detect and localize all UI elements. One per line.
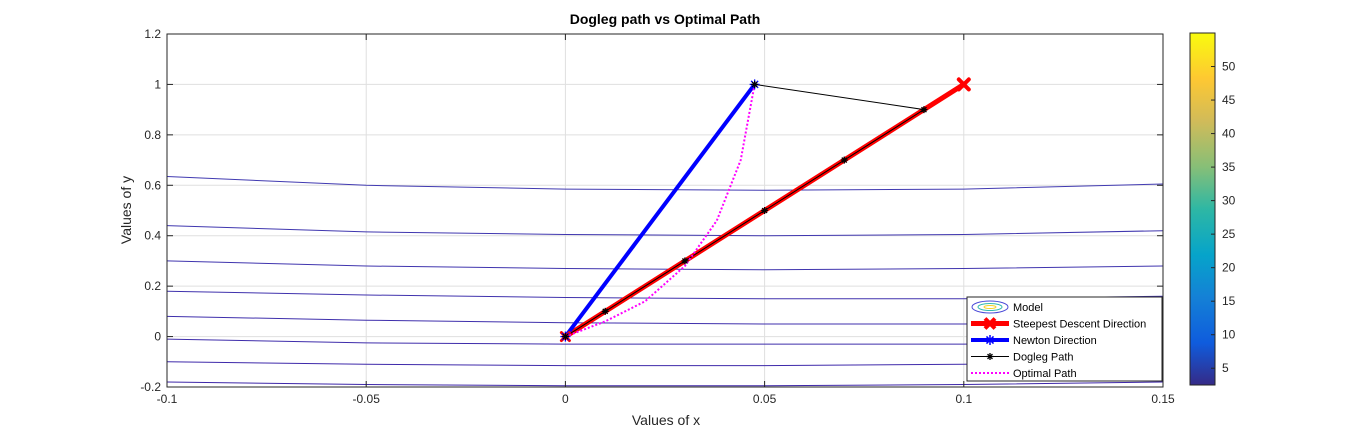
colorbar: 5 10 15 20 25 30 35 40 45 50: [1189, 32, 1236, 386]
legend-label: Dogleg Path: [1013, 352, 1074, 364]
dogleg-point-marker: [561, 333, 569, 341]
y-axis-label: Values of y: [118, 176, 134, 244]
legend-marker: [985, 335, 995, 345]
legend-marker: [987, 353, 993, 360]
dogleg-point-marker: [681, 257, 689, 265]
legend-label: Newton Direction: [1013, 335, 1097, 347]
star-stroke: [602, 308, 609, 315]
newton-direction-line: [563, 83, 757, 338]
y-tick-label: -0.2: [140, 380, 161, 394]
y-tick-label: 1: [154, 77, 161, 91]
legend-label: Optimal Path: [1013, 368, 1077, 380]
optimal-path-line: [565, 84, 756, 338]
chart-title: Dogleg path vs Optimal Path: [570, 11, 761, 27]
colorbar-tick-label: 45: [1222, 93, 1236, 107]
axes-box: [166, 33, 1164, 388]
star-stroke: [921, 106, 927, 113]
colorbar-tick-label: 15: [1222, 294, 1236, 308]
x-axis-label: Values of x: [632, 412, 700, 428]
legend-entry: Optimal Path: [971, 368, 1077, 380]
dogleg-point-marker: [840, 156, 848, 164]
y-tick-label: 0.6: [144, 178, 161, 192]
x-tick-label: -0.1: [157, 392, 178, 406]
y-tick-label: 1.2: [144, 27, 161, 41]
star-stroke: [751, 81, 758, 88]
colorbar-tick-label: 30: [1222, 194, 1236, 208]
contour-line: [166, 381, 1164, 387]
contour-line: [166, 260, 1164, 271]
dogleg-point-marker: [761, 207, 769, 214]
legend-entry: Model: [971, 300, 1043, 314]
colorbar-tick-label: 10: [1222, 328, 1236, 342]
x-stroke: [956, 77, 971, 92]
star-stroke: [761, 207, 768, 214]
legend-marker: [983, 317, 997, 330]
x-tick-label: 0.05: [753, 392, 777, 406]
y-tick-label: 0.2: [144, 279, 161, 293]
colorbar-tick-label: 40: [1222, 127, 1236, 141]
legend-entry: Steepest Descent Direction: [971, 317, 1146, 331]
y-tick-label: 0.8: [144, 128, 161, 142]
star-stroke: [841, 157, 848, 164]
x-tick-label: -0.05: [353, 392, 381, 406]
legend-label: Model: [1013, 302, 1043, 314]
legend-swatch-mid: [977, 303, 1003, 311]
star-stroke: [681, 257, 688, 264]
colorbar-scale: [1189, 32, 1216, 386]
legend: Model Steepest Descent Direction Newton Di…: [966, 296, 1163, 382]
colorbar-tick-label: 25: [1222, 227, 1236, 241]
legend-swatch-inner: [983, 305, 997, 309]
legend-label: Steepest Descent Direction: [1013, 319, 1146, 331]
y-tick-label: 0: [154, 330, 161, 344]
contour-line: [166, 225, 1164, 237]
legend-swatch-outer: [971, 300, 1009, 314]
x-tick-label: 0.1: [955, 392, 972, 406]
contour-line: [166, 176, 1164, 191]
colorbar-tick-label: 5: [1222, 361, 1229, 375]
legend-entry: Dogleg Path: [971, 352, 1074, 364]
steepest-descent-endpoint-marker: [956, 77, 971, 92]
y-tick-label: 0.4: [144, 229, 161, 243]
x-tick-label: 0.15: [1151, 392, 1175, 406]
star-stroke: [562, 333, 569, 340]
x-tick-label: 0: [562, 392, 569, 406]
dogleg-point-marker: [751, 80, 759, 88]
legend-entry: Newton Direction: [971, 335, 1097, 347]
dogleg-point-marker: [920, 106, 928, 114]
dogleg-point-marker: [601, 307, 609, 315]
colorbar-tick-label: 35: [1222, 160, 1236, 174]
colorbar-tick-label: 20: [1222, 261, 1236, 275]
colorbar-tick-label: 50: [1222, 60, 1236, 74]
